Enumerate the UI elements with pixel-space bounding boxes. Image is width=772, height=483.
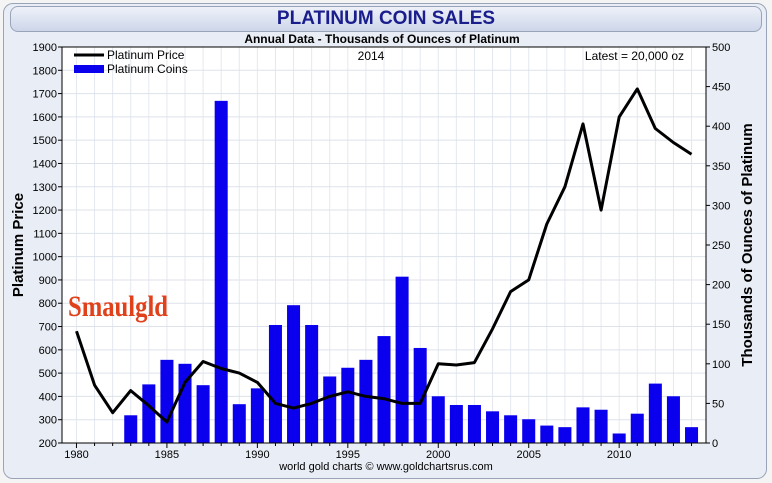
coin-bar-2011 — [630, 413, 644, 443]
y-right-tick-label: 400 — [712, 121, 730, 133]
chart-subtitle: Annual Data - Thousands of Ounces of Pla… — [244, 32, 519, 46]
y-axis-left-label: Platinum Price — [10, 193, 27, 297]
legend-coins-swatch — [74, 65, 104, 73]
coin-bar-2000 — [431, 396, 445, 443]
y-axis-right-label: Thousands of Ounces of Platinum — [739, 123, 756, 366]
y-left-tick-label: 900 — [39, 275, 57, 287]
y-right-tick-label: 150 — [712, 319, 730, 331]
coin-bar-2002 — [467, 404, 481, 443]
coin-bar-1996 — [359, 359, 373, 443]
price-line — [75, 87, 693, 424]
coin-bar-1989 — [232, 404, 246, 443]
y-left-tick-label: 1400 — [33, 158, 57, 170]
x-tick-label: 1985 — [155, 449, 179, 461]
y-left-tick-label: 300 — [39, 415, 57, 427]
coin-bar-1998 — [395, 276, 409, 443]
y-left-tick-label: 1000 — [33, 252, 57, 264]
credit-text: world gold charts © www.goldchartsrus.co… — [278, 461, 493, 473]
coin-bar-2009 — [594, 409, 608, 443]
coin-bar-2005 — [522, 419, 536, 443]
x-tick-label: 1990 — [245, 449, 269, 461]
x-tick-label: 2005 — [516, 449, 540, 461]
coin-bar-1994 — [323, 376, 337, 443]
coin-bar-2007 — [558, 427, 572, 443]
smaulgld-logo: Smaulgld — [68, 290, 168, 323]
y-left-tick-label: 1700 — [33, 89, 57, 101]
coin-bar-2012 — [648, 383, 662, 443]
y-right-tick-label: 200 — [712, 280, 730, 292]
y-left-tick-label: 1500 — [33, 135, 57, 147]
y-left-tick-label: 1200 — [33, 205, 57, 217]
coin-bar-1988 — [214, 100, 228, 443]
coin-bar-1991 — [268, 324, 282, 443]
y-right-tick-label: 0 — [712, 438, 718, 450]
coin-bar-2010 — [612, 433, 626, 443]
x-tick-label: 1980 — [64, 449, 88, 461]
x-tick-label: 1995 — [336, 449, 360, 461]
coin-bar-2008 — [576, 407, 590, 443]
y-left-tick-label: 1300 — [33, 182, 57, 194]
y-left-tick-label: 1100 — [33, 228, 57, 240]
y-left-tick-label: 1900 — [33, 42, 57, 54]
coin-bar-1992 — [287, 305, 301, 443]
coin-bar-1995 — [341, 367, 355, 443]
y-left-tick-label: 1600 — [33, 112, 57, 124]
coin-bars — [124, 100, 699, 443]
y-right-tick-label: 500 — [712, 42, 730, 54]
coin-bar-1997 — [377, 336, 391, 443]
y-left-tick-label: 200 — [39, 438, 57, 450]
coin-bar-2013 — [666, 396, 680, 443]
y-right-tick-label: 100 — [712, 359, 730, 371]
coin-bar-1987 — [196, 385, 210, 443]
price-line-group — [75, 87, 693, 424]
coin-bar-1986 — [178, 363, 192, 443]
y-left-tick-label: 600 — [39, 345, 57, 357]
coin-bar-1993 — [305, 324, 319, 443]
latest-label: Latest = 20,000 oz — [585, 49, 684, 63]
y-right-tick-label: 50 — [712, 398, 724, 410]
x-tick-label: 2000 — [426, 449, 450, 461]
chart-title: PLATINUM COIN SALES — [10, 6, 762, 32]
coin-bar-1990 — [250, 388, 264, 443]
y-right-tick-label: 250 — [712, 240, 730, 252]
y-left-tick-label: 700 — [39, 322, 57, 334]
x-tick-label: 2010 — [607, 449, 631, 461]
y-right-tick-label: 450 — [712, 82, 730, 94]
y-right-tick-label: 350 — [712, 161, 730, 173]
y-left-tick-label: 500 — [39, 368, 57, 380]
coin-bar-2006 — [540, 425, 554, 443]
coin-bar-1984 — [142, 384, 156, 443]
coin-bar-2004 — [504, 415, 518, 443]
axes: 2003004005006007008009001000110012001300… — [33, 42, 731, 461]
y-right-tick-label: 300 — [712, 200, 730, 212]
coin-bar-1999 — [413, 347, 427, 443]
coin-bar-2001 — [449, 404, 463, 443]
coin-bar-1985 — [160, 359, 174, 443]
coin-bar-2014 — [685, 427, 699, 443]
legend-coins-label: Platinum Coins — [107, 62, 188, 76]
coin-bar-2003 — [486, 411, 500, 443]
y-left-tick-label: 800 — [39, 298, 57, 310]
y-left-tick-label: 400 — [39, 391, 57, 403]
year-label: 2014 — [358, 49, 385, 63]
y-left-tick-label: 1800 — [33, 65, 57, 77]
coin-bar-1983 — [124, 415, 138, 443]
legend-price-label: Platinum Price — [107, 48, 185, 62]
